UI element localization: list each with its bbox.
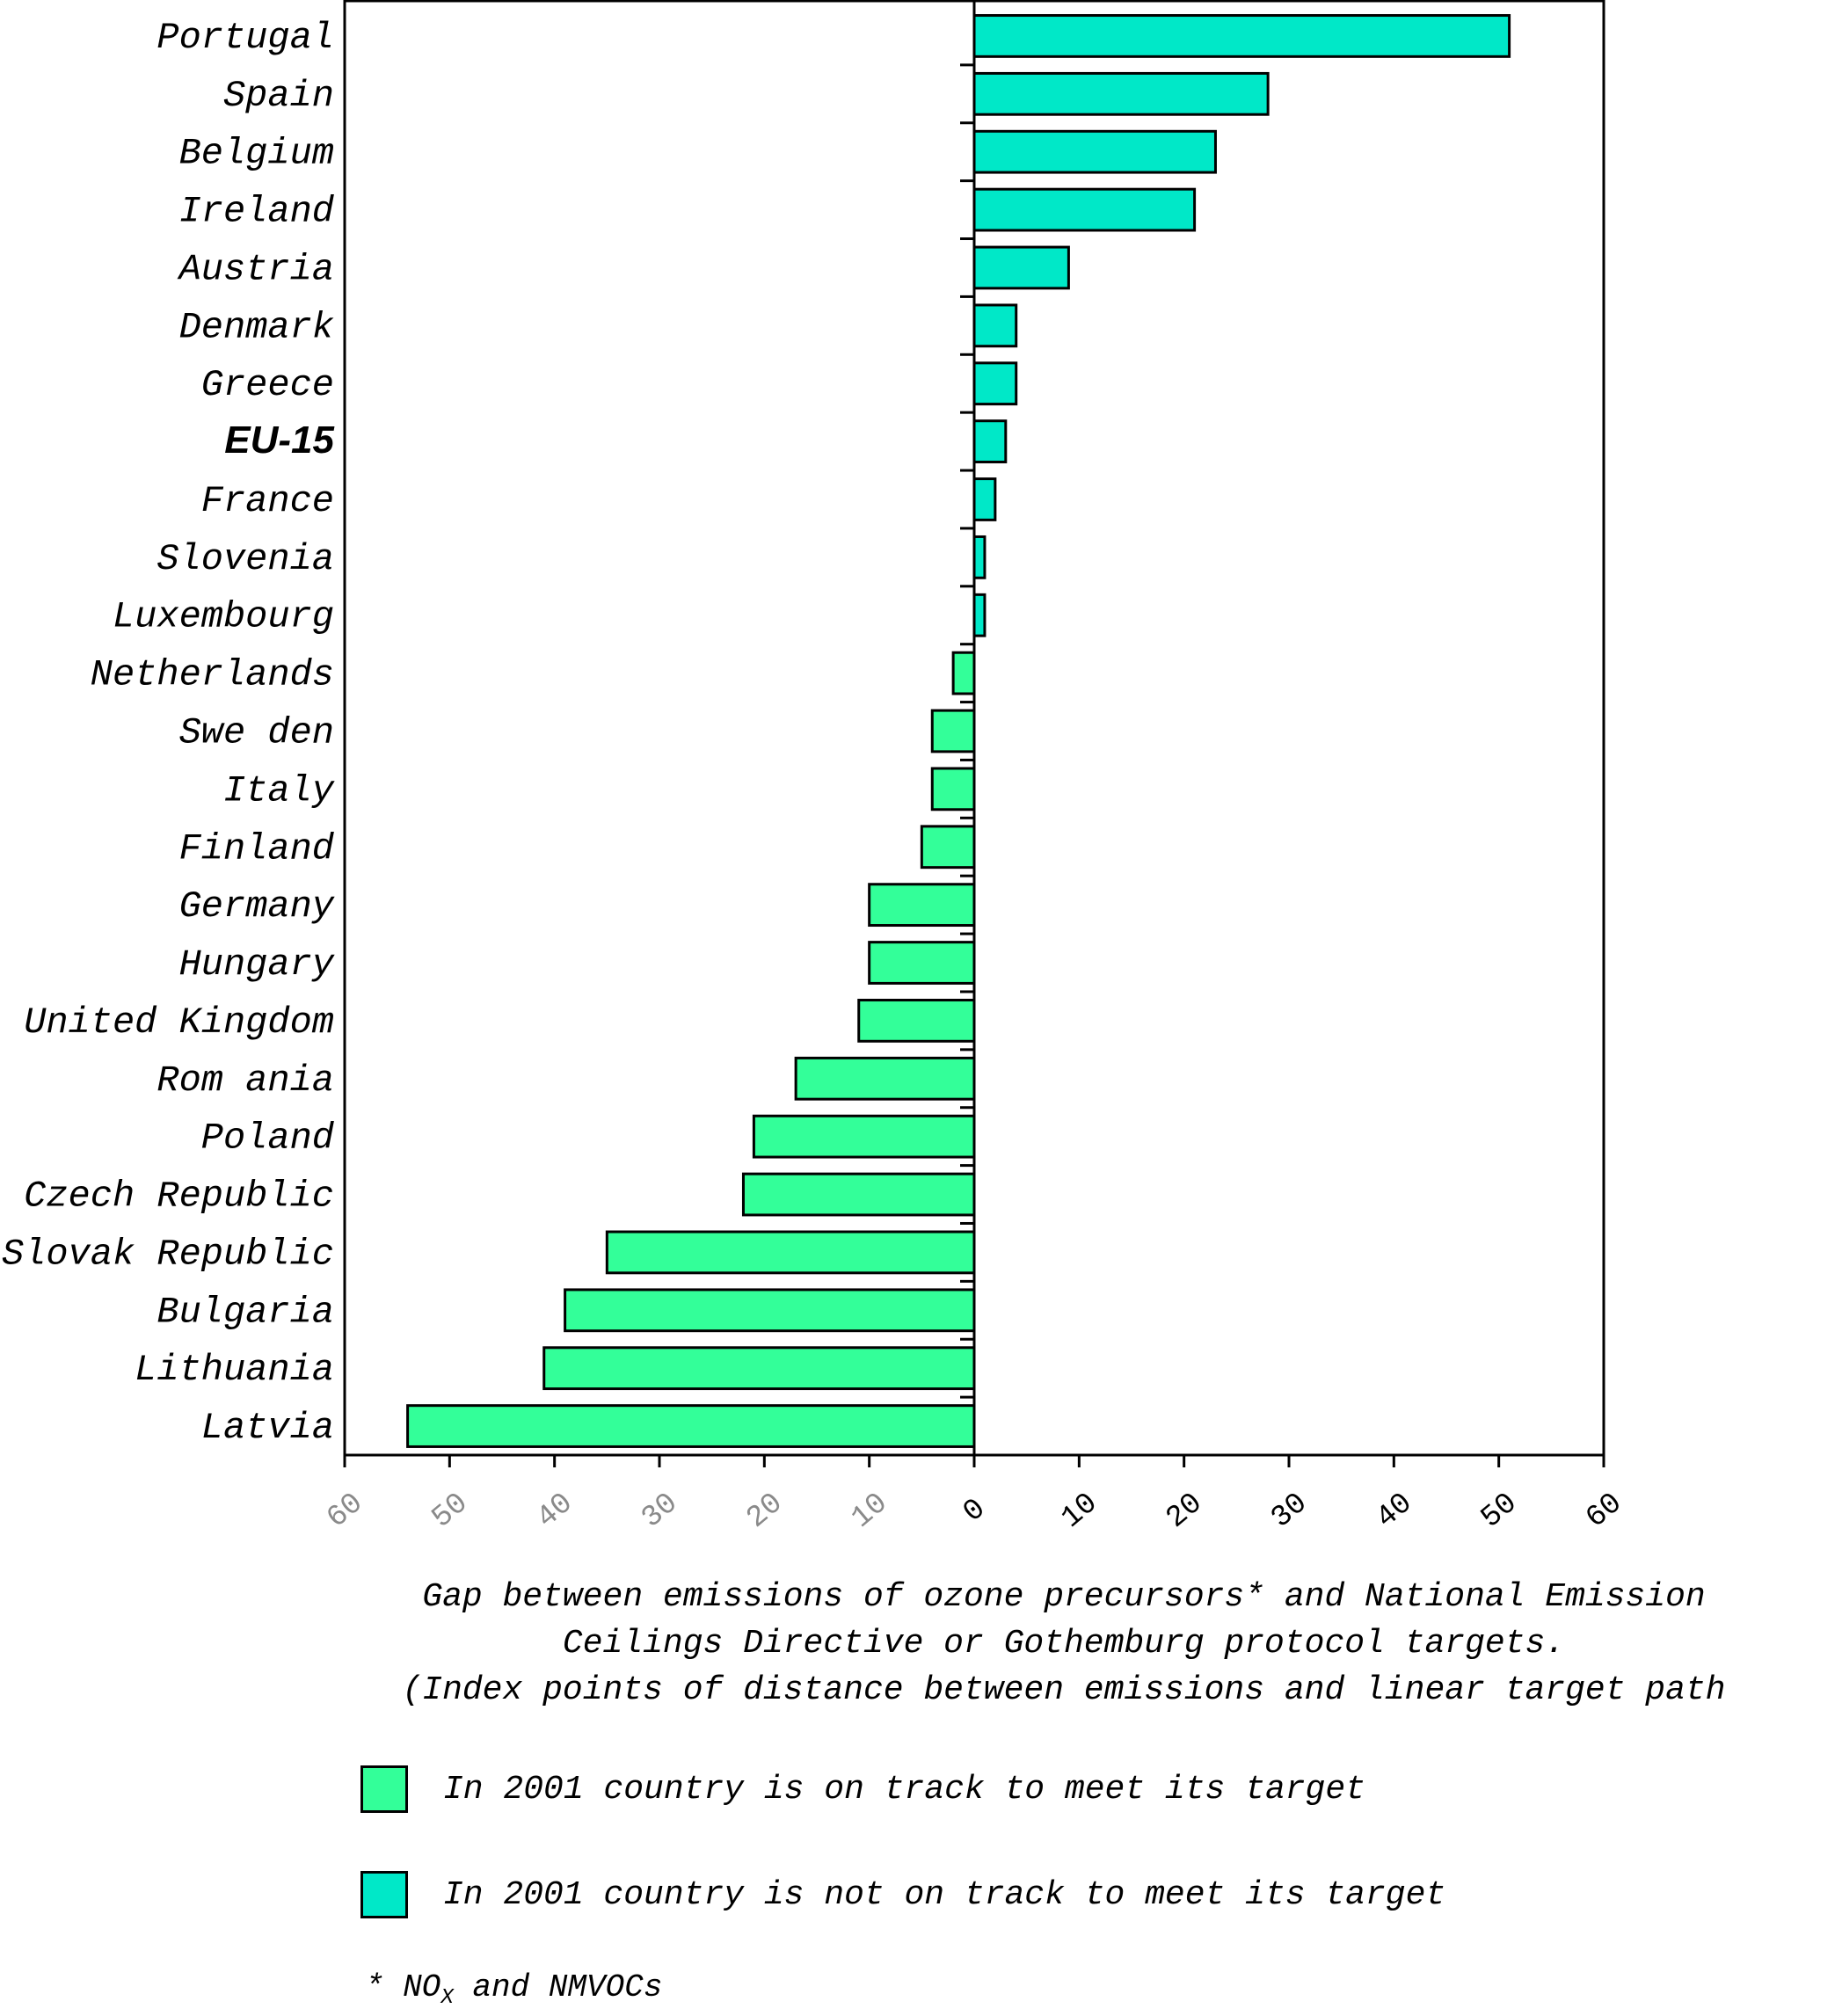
- category-label: EU-15: [224, 418, 334, 462]
- legend-swatch-on-track: [360, 1765, 408, 1813]
- caption-line-3: (Index points of distance between emissi…: [402, 1671, 1726, 1709]
- category-label: Lithuania: [135, 1349, 334, 1391]
- category-label: France: [201, 480, 334, 522]
- caption-line-1: Gap between emissions of ozone precursor…: [422, 1578, 1706, 1616]
- category-label: Rom ania: [157, 1059, 334, 1102]
- bar-slovak-republic: [605, 1230, 976, 1275]
- legend-label-not-on-track: In 2001 country is not on track to meet …: [443, 1875, 1446, 1914]
- bar-germany: [868, 883, 976, 928]
- bar-austria: [972, 245, 1070, 290]
- x-tick-label: 50: [426, 1487, 475, 1535]
- category-label: Belgium: [179, 133, 334, 175]
- bar-finland: [920, 825, 976, 870]
- x-tick-label: 10: [846, 1487, 895, 1535]
- x-tick-label: 50: [1475, 1487, 1525, 1535]
- footnote: * NOX and NMVOCs: [365, 1969, 663, 2011]
- bar-rom-ania: [794, 1056, 976, 1101]
- chart-frame: [343, 0, 1605, 1457]
- bar-lithuania: [542, 1346, 976, 1391]
- category-label: Bulgaria: [157, 1291, 334, 1333]
- category-label: Slovak Republic: [2, 1233, 334, 1275]
- bar-swe-den: [930, 709, 976, 753]
- bar-slovenia: [972, 535, 987, 579]
- category-label: Netherlands: [91, 654, 334, 696]
- bar-bulgaria: [564, 1288, 976, 1333]
- x-tick-label: 40: [1370, 1487, 1419, 1535]
- legend-label-on-track: In 2001 country is on track to meet its …: [443, 1770, 1365, 1809]
- bar-greece: [972, 361, 1018, 406]
- category-label: Spain: [223, 75, 334, 117]
- bar-czech-republic: [741, 1172, 976, 1217]
- x-tick-label: 20: [740, 1487, 790, 1535]
- x-tick-label: 0: [957, 1493, 993, 1530]
- category-label: Czech Republic: [24, 1175, 334, 1218]
- category-label: United Kingdom: [24, 1001, 334, 1044]
- bar-ireland: [972, 187, 1197, 232]
- bar-denmark: [972, 303, 1018, 348]
- caption-line-2: Ceilings Directive or Gothemburg protoco…: [562, 1625, 1566, 1663]
- bar-belgium: [972, 129, 1217, 174]
- category-label: Poland: [201, 1117, 335, 1160]
- category-label: Hungary: [179, 943, 335, 986]
- x-tick-label: 30: [636, 1487, 685, 1535]
- x-tick-label: 30: [1265, 1487, 1314, 1535]
- category-label: Denmark: [179, 306, 334, 348]
- x-tick-label: 10: [1055, 1487, 1104, 1535]
- bars-group: [406, 14, 1511, 1448]
- category-label: Luxembourg: [113, 596, 334, 638]
- bar-eu-15: [972, 419, 1008, 463]
- x-tick-label: 40: [531, 1487, 580, 1535]
- x-tick-label: 60: [321, 1487, 370, 1535]
- category-label: Italy: [223, 769, 335, 811]
- category-labels: Portugal Spain Belgium Ireland Austria Denmar…: [2, 17, 335, 1449]
- category-label: Swe den: [179, 712, 334, 754]
- bar-chart: Portugal Spain Belgium Ireland Austria Denmar…: [2, 0, 1629, 1536]
- category-label: Slovenia: [157, 538, 334, 580]
- x-tick-label: 60: [1580, 1487, 1629, 1535]
- category-label: Germany: [179, 885, 335, 928]
- bar-latvia: [406, 1404, 976, 1448]
- x-tick-label: 20: [1161, 1487, 1210, 1535]
- bar-france: [972, 477, 997, 521]
- category-label: Finland: [179, 827, 335, 870]
- bar-poland: [752, 1114, 976, 1159]
- legend-item-not-on-track: In 2001 country is not on track to meet …: [360, 1868, 1445, 1921]
- category-label: Ireland: [179, 191, 335, 233]
- legend-swatch-not-on-track: [360, 1871, 408, 1918]
- legend-item-on-track: In 2001 country is on track to meet its …: [360, 1763, 1365, 1816]
- bar-portugal: [972, 14, 1511, 58]
- category-label: Portugal: [157, 17, 334, 59]
- category-label: Greece: [201, 364, 334, 406]
- bar-united-kingdom: [857, 999, 976, 1043]
- bar-luxembourg: [972, 593, 987, 637]
- bar-italy: [930, 767, 976, 811]
- bar-hungary: [868, 941, 976, 985]
- category-label: Austria: [177, 248, 334, 290]
- bar-netherlands: [951, 651, 976, 695]
- bar-spain: [972, 71, 1270, 116]
- category-label: Latvia: [201, 1407, 334, 1449]
- x-axis-ticks: 60 50 40 30 20 10 0 10 20 30 40 50 60: [321, 1455, 1629, 1536]
